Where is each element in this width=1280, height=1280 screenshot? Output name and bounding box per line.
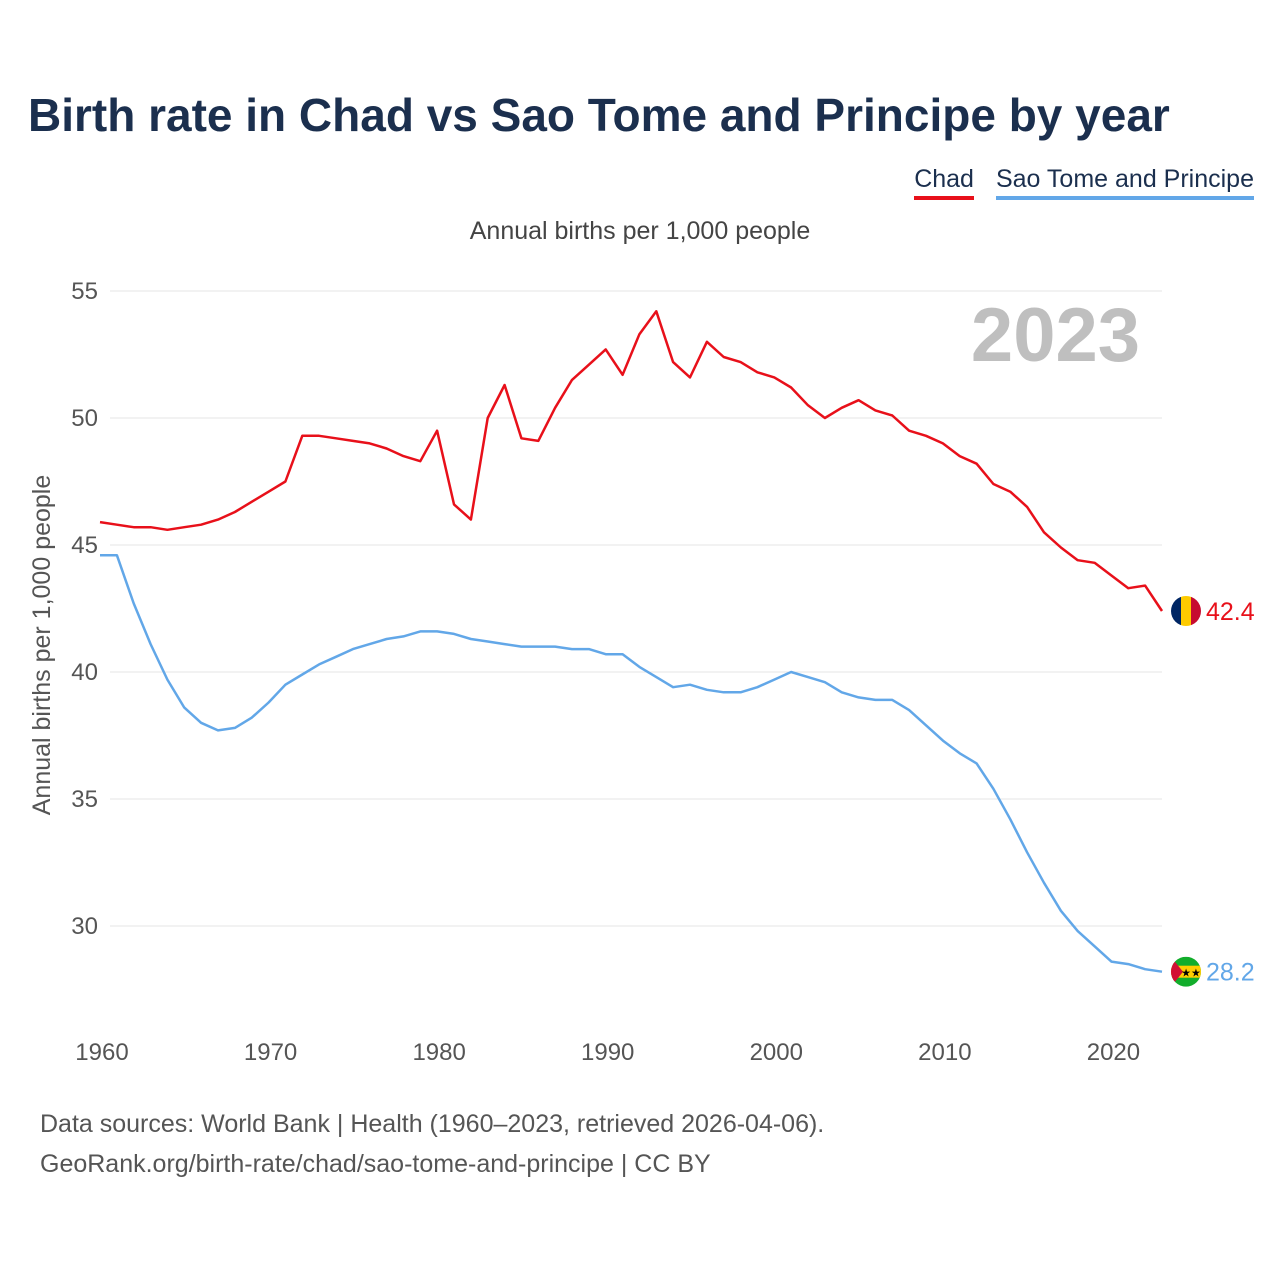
legend-item-sao-tome-and-principe[interactable]: Sao Tome and Principe bbox=[995, 165, 1254, 200]
grid-lines bbox=[110, 290, 1162, 927]
chart-title: Birth rate in Chad vs Sao Tome and Princ… bbox=[28, 89, 1170, 141]
y-tick-label-50: 50 bbox=[71, 405, 98, 432]
sao-tome-and-principe-end-value: 28.2 bbox=[1206, 959, 1255, 987]
x-tick-label-1990: 1990 bbox=[581, 1039, 634, 1066]
y-tick-label-35: 35 bbox=[71, 786, 98, 813]
y-tick-label-30: 30 bbox=[71, 913, 98, 940]
x-tick-label-2010: 2010 bbox=[918, 1039, 971, 1066]
y-axis-ticks: 30 35 40 45 50 55 bbox=[71, 278, 98, 940]
legend-item-chad[interactable]: Chad bbox=[914, 165, 974, 200]
y-tick-label-55: 55 bbox=[71, 278, 98, 305]
year-marker: 2023 bbox=[971, 293, 1140, 378]
x-tick-label-1970: 1970 bbox=[244, 1039, 297, 1066]
series-line-chad bbox=[99, 310, 1164, 612]
y-tick-label-45: 45 bbox=[71, 532, 98, 559]
x-tick-label-1980: 1980 bbox=[412, 1039, 465, 1066]
series-lines bbox=[99, 310, 1164, 973]
legend: Chad Sao Tome and Principe bbox=[914, 165, 1254, 200]
x-tick-label-1960: 1960 bbox=[75, 1039, 128, 1066]
footer: Data sources: World Bank | Health (1960–… bbox=[40, 1104, 824, 1184]
chart-subtitle: Annual births per 1,000 people bbox=[469, 217, 811, 245]
chad-end-value: 42.4 bbox=[1206, 598, 1255, 626]
footer-url: GeoRank.org/birth-rate/chad/sao-tome-and… bbox=[40, 1150, 711, 1178]
y-axis-label: Annual births per 1,000 people bbox=[28, 475, 56, 816]
sao-tome-and-principe-flag-icon: ★★ bbox=[1171, 956, 1201, 987]
chad-flag-icon bbox=[1171, 596, 1201, 626]
y-tick-label-40: 40 bbox=[71, 659, 98, 686]
x-axis-ticks: 1960 1970 1980 1990 2000 2010 2020 bbox=[75, 1039, 1140, 1066]
x-tick-label-2000: 2000 bbox=[750, 1039, 803, 1066]
footer-sources: Data sources: World Bank | Health (1960–… bbox=[40, 1110, 825, 1138]
svg-text:★★: ★★ bbox=[1181, 968, 1201, 980]
x-tick-label-2020: 2020 bbox=[1087, 1039, 1140, 1066]
series-line-sao-tome-and-principe bbox=[100, 553, 1163, 973]
